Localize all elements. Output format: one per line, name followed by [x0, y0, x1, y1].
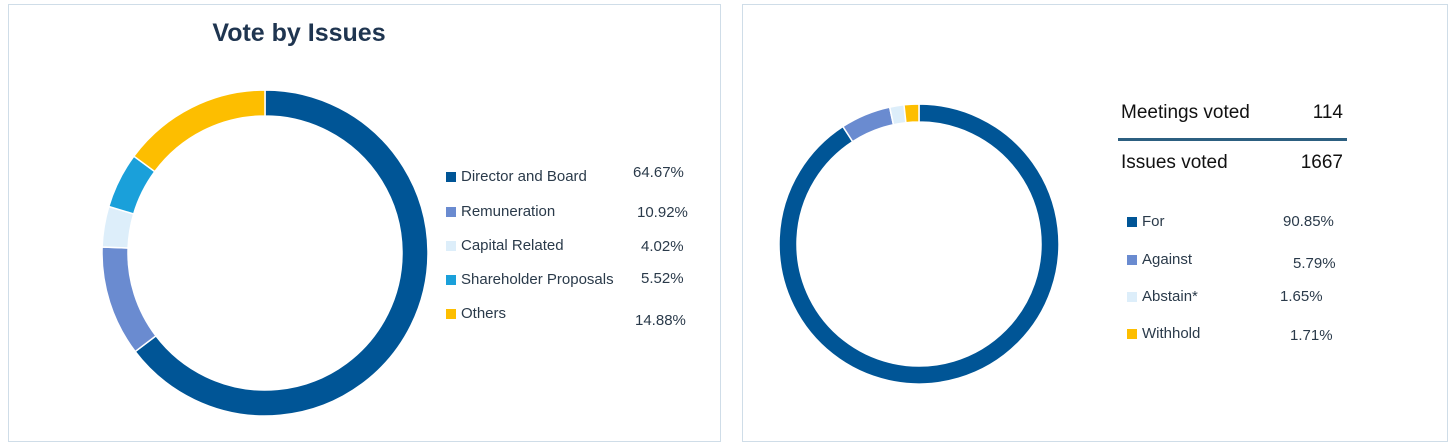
data-label: 5.79% — [1293, 255, 1336, 272]
slice-for — [778, 103, 1060, 385]
legend-swatch — [446, 172, 456, 183]
slice-others — [132, 89, 266, 173]
legend-label: Remuneration — [461, 203, 556, 220]
legend-label: Against — [1142, 251, 1193, 268]
legend-item: Shareholder Proposals — [446, 271, 614, 288]
legend-swatch — [446, 207, 456, 218]
legend-label: Others — [461, 305, 507, 322]
data-label: 1.65% — [1280, 288, 1323, 305]
slice-withhold — [903, 103, 920, 124]
data-label: 10.92% — [637, 204, 688, 221]
legend-item: For — [1127, 213, 1165, 230]
data-label: 90.85% — [1283, 213, 1334, 230]
legend-swatch — [446, 241, 456, 252]
legend-item: Capital Related — [446, 237, 564, 254]
meetings-voted-value: 114 — [1312, 102, 1343, 123]
legend-item: Withhold — [1127, 325, 1200, 342]
legend-label: Abstain* — [1142, 288, 1198, 305]
issues-voted-label: Issues voted — [1121, 152, 1228, 173]
legend-swatch — [1127, 217, 1137, 228]
legend-label: Director and Board — [461, 168, 587, 185]
slice-remuneration — [101, 246, 157, 353]
chart-title: Vote by Issues — [212, 19, 386, 47]
legend-item: Remuneration — [446, 203, 555, 220]
legend-swatch — [1127, 255, 1137, 266]
legend-item: Others — [446, 305, 506, 322]
legend-label: Shareholder Proposals — [461, 271, 614, 288]
issues-voted-value: 1667 — [1300, 152, 1343, 173]
legend-swatch — [1127, 292, 1137, 303]
legend-label: Capital Related — [461, 237, 564, 254]
legend-swatch — [446, 275, 456, 286]
legend-item: Director and Board — [446, 168, 587, 185]
data-label: 64.67% — [633, 164, 684, 181]
outcome-donut — [778, 103, 1060, 385]
slice-against — [841, 106, 895, 143]
data-label: 4.02% — [641, 238, 684, 255]
legend-item: Against — [1127, 251, 1192, 268]
legend-label: Withhold — [1142, 325, 1201, 342]
data-label: 14.88% — [635, 312, 686, 329]
data-label: 5.52% — [641, 270, 684, 287]
legend-swatch — [1127, 329, 1137, 340]
slice-abstain — [888, 103, 907, 126]
divider — [1118, 138, 1347, 141]
issues-donut — [101, 89, 429, 417]
legend-item: Abstain* — [1127, 288, 1198, 305]
vote-outcome-panel: Meetings voted 114 Issues voted 1667 For… — [742, 4, 1448, 442]
legend-label: For — [1142, 213, 1165, 230]
vote-by-issues-panel: Vote by Issues Director and Board 64.67% R… — [8, 4, 721, 442]
slice-director-and-board — [134, 89, 429, 417]
data-label: 1.71% — [1290, 327, 1333, 344]
legend-swatch — [446, 309, 456, 320]
meetings-voted-label: Meetings voted — [1121, 102, 1250, 123]
